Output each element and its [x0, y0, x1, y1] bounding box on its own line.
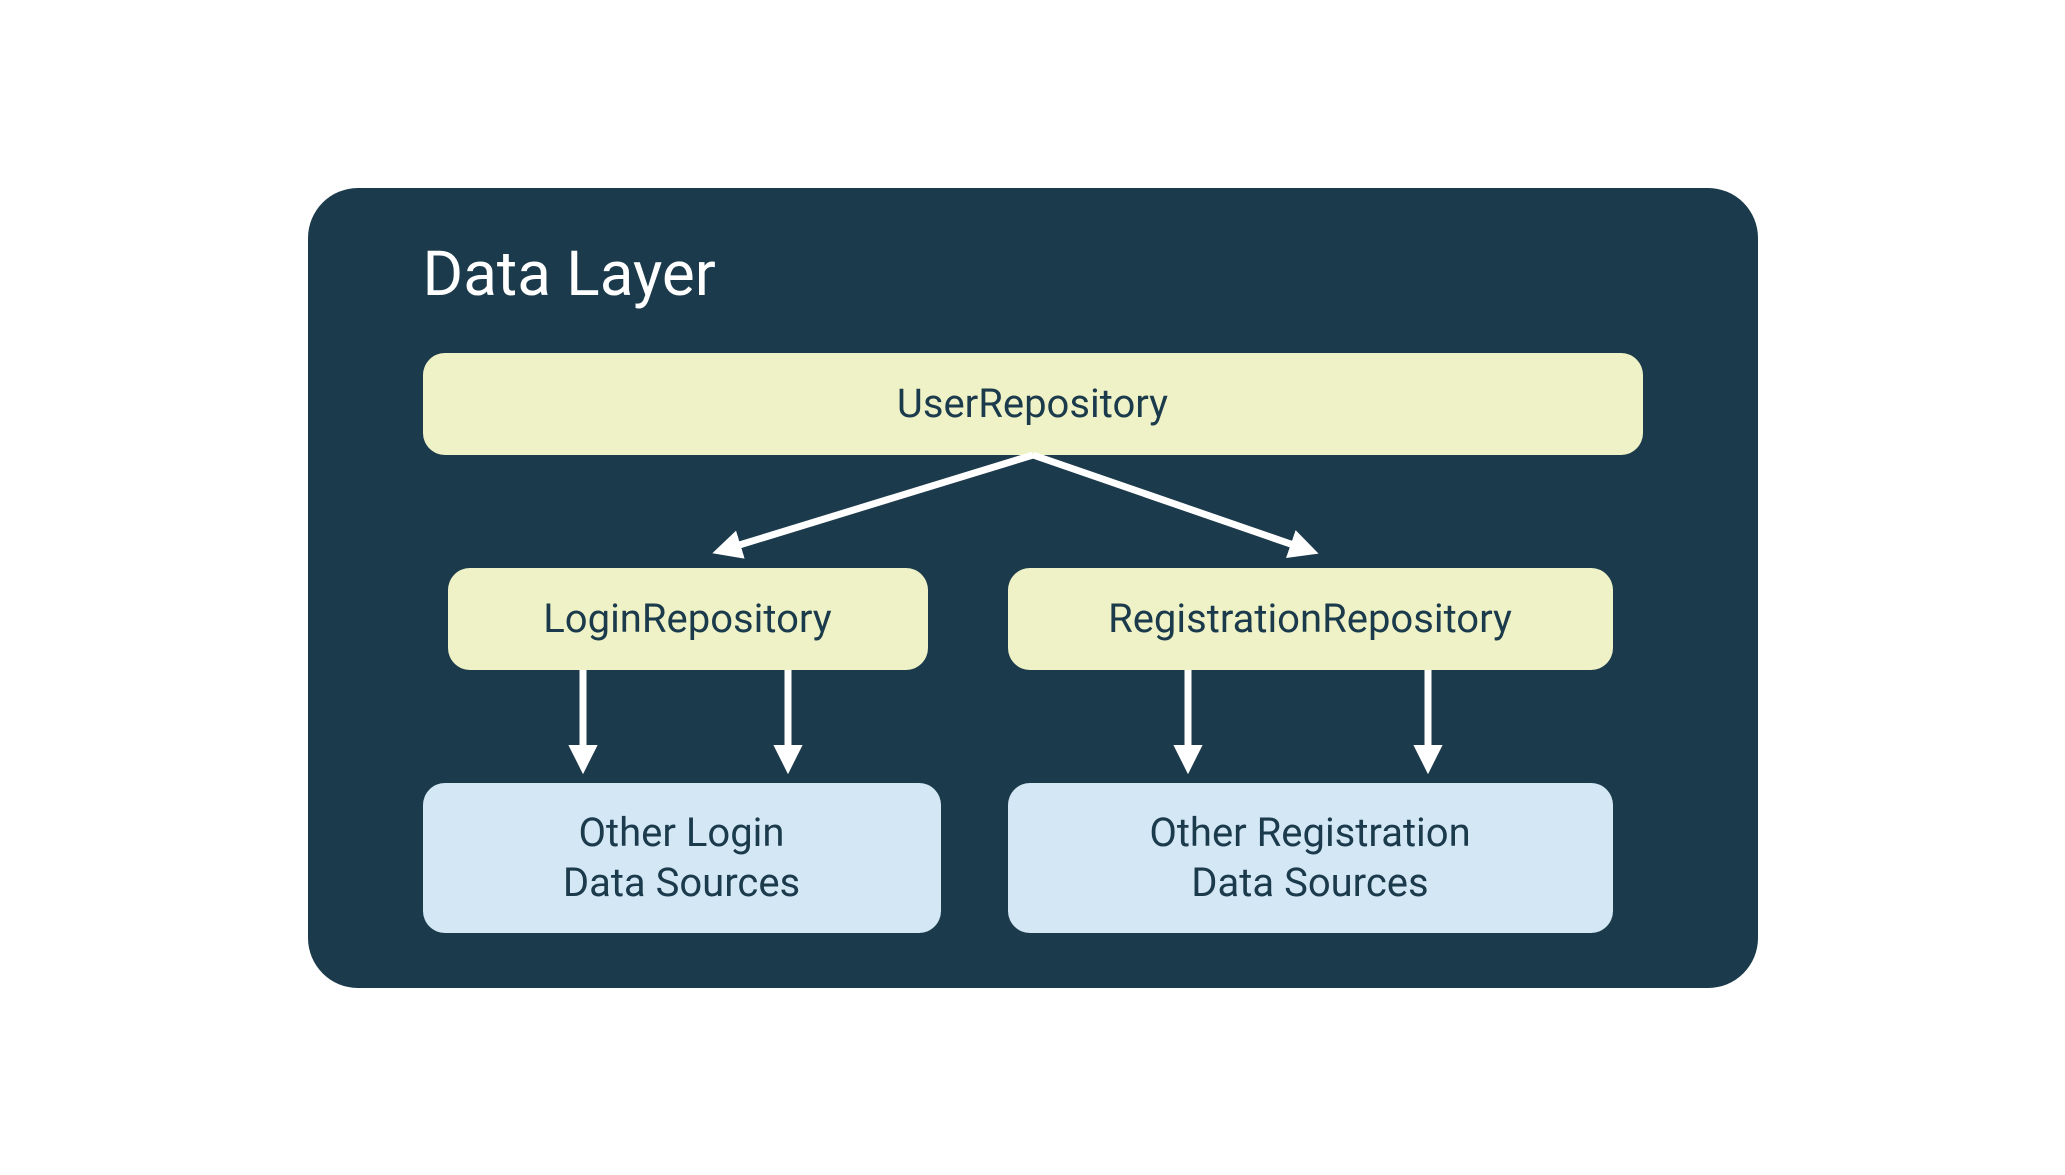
data-layer-panel: Data Layer UserRepository LoginRepositor… [308, 188, 1758, 988]
edge-root-to-registration [1033, 455, 1308, 550]
panel-title: Data Layer [423, 238, 1678, 311]
node-login-repository: LoginRepository [448, 568, 928, 670]
node-label: LoginRepository [543, 594, 831, 644]
node-registration-repository: RegistrationRepository [1008, 568, 1613, 670]
edge-root-to-login [723, 455, 1033, 550]
node-user-repository: UserRepository [423, 353, 1643, 455]
node-label: Other LoginData Sources [563, 808, 800, 908]
node-label: UserRepository [897, 379, 1168, 429]
node-label: RegistrationRepository [1108, 594, 1512, 644]
node-label: Other RegistrationData Sources [1149, 808, 1470, 908]
node-login-data-sources: Other LoginData Sources [423, 783, 941, 933]
node-registration-data-sources: Other RegistrationData Sources [1008, 783, 1613, 933]
